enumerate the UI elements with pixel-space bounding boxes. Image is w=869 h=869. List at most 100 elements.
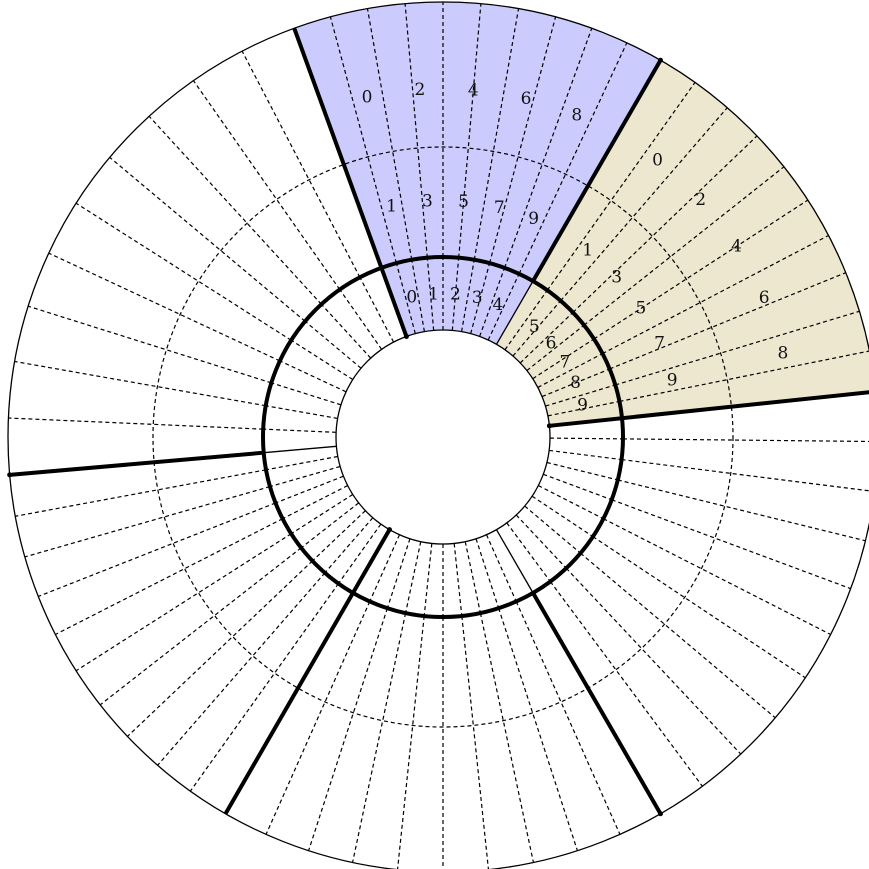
inner-subdivision-ray — [545, 384, 616, 407]
inner-subdivision-ray — [282, 485, 348, 520]
outer-subdivision-ray — [593, 199, 809, 340]
inner-subdivision-ray — [320, 303, 372, 359]
inner-subdivision-ray — [506, 522, 551, 582]
outer-subdivision-ray — [351, 612, 407, 863]
outer-subdivision-ray — [75, 202, 292, 341]
inner-subdivision-ray — [265, 405, 338, 420]
outer-subdivision-ray — [189, 583, 339, 792]
sector-a-middle-label: 5 — [458, 192, 469, 212]
outer-subdivision-ray — [15, 469, 267, 517]
inner-subdivision-ray — [515, 514, 567, 569]
bold-ring-circle — [261, 255, 625, 619]
outer-subdivision-ray — [24, 486, 271, 558]
outer-subdivision-ray — [560, 107, 728, 302]
outer-subdivision-ray — [127, 560, 313, 737]
outer-subdivision-ray — [192, 80, 341, 290]
outer-subdivision-ray — [615, 310, 860, 386]
inner-subdivision-ray — [290, 493, 354, 535]
sector-a-inner-label: 4 — [493, 295, 504, 315]
outer-subdivision-ray — [546, 82, 696, 291]
boundary-end-dot — [7, 472, 13, 478]
inner-subdivision-ray — [504, 289, 548, 351]
outer-subdivision-ray — [404, 3, 428, 258]
outer-subdivision-ray — [518, 42, 628, 275]
inner-subdivision-ray — [275, 475, 344, 504]
outer-subdivision-ray — [265, 601, 371, 835]
inner-subdivision-ray — [279, 360, 347, 393]
sector-b-middle-label: 1 — [582, 241, 593, 261]
inner-subdivision-ray — [464, 541, 482, 614]
boundary-end-dot — [403, 333, 409, 339]
inner-subdivision-ray — [519, 311, 574, 364]
sector-b-inner-label: 9 — [577, 396, 588, 416]
outer-subdivision-ray — [489, 16, 557, 264]
inner-subdivision-ray — [526, 324, 585, 372]
outer-subdivision-ray — [583, 166, 785, 326]
outer-subdivision-ray — [603, 518, 831, 636]
inner-subdivision-ray — [337, 523, 382, 584]
inner-subdivision-ray — [386, 538, 411, 609]
boundary-end-dot — [387, 527, 392, 533]
outer-subdivision-ray — [549, 581, 703, 787]
inner-subdivision-ray — [423, 543, 433, 617]
inner-subdivision-ray — [404, 541, 422, 614]
inner-subdivision-ray — [470, 262, 491, 334]
sector-b-inner-label: 5 — [529, 317, 540, 337]
inner-subdivision-ray — [304, 320, 362, 369]
boundary-end-dot — [658, 57, 663, 63]
inner-subdivision-ray — [475, 538, 500, 609]
inner-subdivision-ray — [271, 382, 342, 406]
inner-subdivision-ray — [479, 267, 506, 337]
inner-subdivision-ray — [426, 257, 435, 331]
outer-subdivision-ray — [148, 115, 322, 305]
sector-boundary-line — [531, 59, 663, 283]
sector-b-inner-label: 6 — [546, 333, 557, 353]
inner-subdivision-ray — [263, 428, 337, 433]
outer-subdivision-ray — [55, 518, 283, 636]
outer-subdivision-ray — [458, 3, 482, 258]
outer-subdivision-ray — [366, 8, 413, 260]
outer-subdivision-ray — [38, 502, 276, 597]
sector-a-inner-label: 1 — [428, 284, 439, 304]
inner-subdivision-ray — [487, 273, 520, 341]
inner-subdivision-ray — [541, 368, 610, 398]
outer-subdivision-ray — [8, 417, 264, 430]
outer-subdivision-ray — [572, 135, 758, 313]
sector-boundary-line — [223, 528, 392, 815]
sector-boundary-line — [531, 591, 663, 815]
outer-subdivision-ray — [580, 552, 776, 719]
inner-subdivision-ray — [531, 495, 594, 538]
outer-subdivision-ray — [27, 305, 272, 384]
outer-subdivision-ray — [622, 438, 869, 443]
inner-subdivision-ray — [265, 455, 338, 471]
outer-subdivision-ray — [592, 536, 806, 679]
sector-a-inner-label: 0 — [406, 287, 417, 307]
sector-b-outer-label: 8 — [777, 344, 788, 364]
outer-circle — [7, 1, 869, 869]
outer-subdivision-ray — [473, 8, 520, 260]
outer-subdivision-ray — [515, 601, 621, 835]
outer-subdivision-ray — [99, 547, 302, 706]
sector-a-inner-label: 3 — [472, 288, 483, 308]
inner-subdivision-ray — [359, 277, 395, 343]
inner-subdivision-ray — [312, 510, 366, 562]
sector-a-middle-label: 9 — [528, 209, 539, 229]
inner-subdivision-ray — [549, 437, 623, 440]
outer-subdivision-ray — [157, 572, 326, 766]
outer-subdivision-ray — [308, 608, 388, 851]
outer-subdivision-ray — [611, 499, 851, 590]
inner-subdivision-ray — [324, 517, 374, 574]
outer-subdivision-ray — [619, 350, 869, 403]
sector-boundary-line — [292, 27, 409, 338]
sector-a-outer-label: 4 — [468, 80, 479, 100]
inner-boundary-line — [263, 445, 337, 454]
inner-subdivision-ray — [411, 259, 426, 332]
sector-b-middle-label: 9 — [667, 371, 678, 391]
inner-subdivision-ray — [543, 473, 612, 501]
outer-subdivision-ray — [14, 360, 266, 407]
inner-subdivision-ray — [537, 353, 603, 388]
inner-boundary-line — [495, 280, 534, 345]
outer-subdivision-ray — [621, 458, 869, 492]
sector-boundary-line — [549, 390, 869, 428]
